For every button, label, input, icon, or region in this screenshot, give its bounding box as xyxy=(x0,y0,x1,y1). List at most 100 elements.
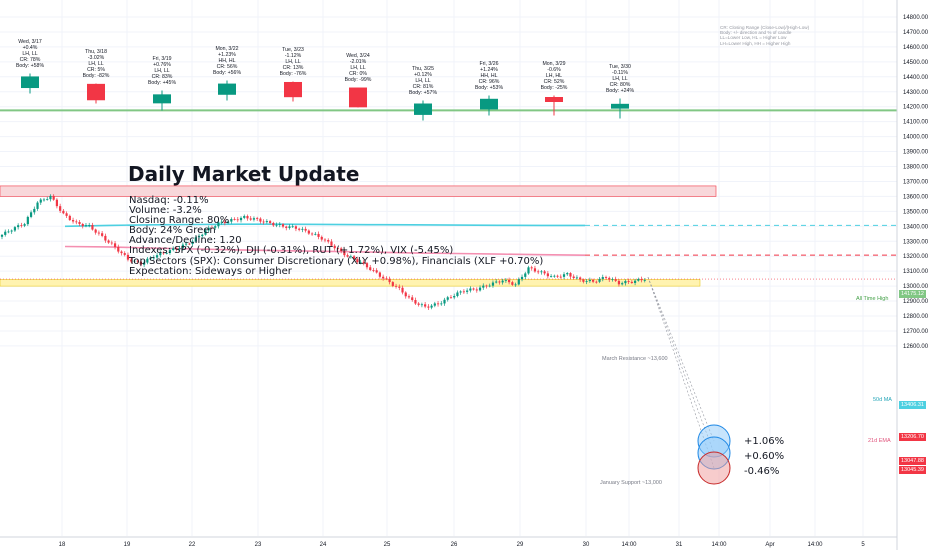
price-candle xyxy=(181,244,184,249)
ma50-label: 50d MA xyxy=(873,397,892,403)
price-candle xyxy=(214,226,217,228)
stat-top-sectors: Top Sectors (SPX): Consumer Discretionar… xyxy=(129,255,544,267)
price-candle xyxy=(559,276,562,278)
price-candle xyxy=(278,224,281,226)
day-card-body xyxy=(611,103,629,109)
day-card-line: Body: -76% xyxy=(279,70,307,77)
price-candle xyxy=(427,306,430,308)
price-candle xyxy=(4,231,7,235)
price-candle xyxy=(168,250,172,253)
close-price-tag: 13045.39 xyxy=(899,466,926,474)
price-candle xyxy=(275,224,278,226)
price-candle xyxy=(317,233,320,237)
day-card: Mon, 3/29 -0.6% LH, HL CR: 52% Body: -25% xyxy=(522,61,586,92)
y-tick-label: 13600.00 xyxy=(903,194,929,200)
y-tick-label: 14200.00 xyxy=(903,105,929,111)
price-candle xyxy=(256,218,259,219)
price-series xyxy=(0,194,646,310)
legend-line: LH=Lower High, HH = Higher High xyxy=(720,40,791,46)
price-candle xyxy=(314,233,317,235)
y-tick-label: 14700.00 xyxy=(903,30,929,36)
day-card-body xyxy=(153,94,171,104)
price-candle xyxy=(517,279,520,285)
time-axis: 18 19 22 23 24 25 26 29 30 14:00 31 14:00 Apr 14:00 5 xyxy=(0,536,897,548)
price-candle xyxy=(498,281,501,283)
price-candle xyxy=(126,254,130,260)
price-candle xyxy=(97,232,100,234)
price-candle xyxy=(191,241,194,245)
price-candle xyxy=(88,225,91,226)
price-candle xyxy=(482,285,485,288)
price-candle xyxy=(520,276,524,280)
price-candle xyxy=(572,276,575,278)
day-card-line: HH, HL xyxy=(218,57,236,64)
price-candle xyxy=(272,222,275,226)
price-candle xyxy=(249,218,252,220)
price-candle xyxy=(243,216,246,218)
price-candle xyxy=(133,260,136,262)
price-candle xyxy=(533,268,537,272)
x-tick-label: 23 xyxy=(255,542,262,548)
price-candle xyxy=(401,287,404,293)
day-card-line: LH, HL xyxy=(545,72,563,79)
price-candle xyxy=(394,285,398,287)
price-candle xyxy=(207,227,210,231)
price-candle xyxy=(553,275,556,277)
price-candle xyxy=(288,226,291,228)
price-candle xyxy=(204,230,207,235)
ath-label: All Time High xyxy=(856,296,889,302)
price-candle xyxy=(585,281,588,282)
day-card: Wed, 3/24 -2.01% LH, LL CR: 0% Body: -99% xyxy=(326,53,390,84)
price-candle xyxy=(514,284,517,286)
price-candle xyxy=(524,273,527,277)
price-candle xyxy=(459,291,462,293)
stat-advance-decline: Advance/Decline: 1.20 xyxy=(129,235,242,247)
price-candle xyxy=(259,218,262,222)
y-tick-label: 14600.00 xyxy=(903,45,929,51)
day-card-line: CR: 80% xyxy=(609,81,631,88)
day-card-line: Body: +56% xyxy=(212,69,242,76)
y-tick-label: 14000.00 xyxy=(903,135,929,141)
price-candle xyxy=(46,199,49,201)
price-candle xyxy=(81,224,84,227)
price-candle xyxy=(569,273,572,277)
stat-nasdaq: Nasdaq: -0.11% xyxy=(129,195,209,206)
ema21-line xyxy=(64,245,586,256)
price-candle xyxy=(113,243,117,247)
level-lines xyxy=(0,109,897,280)
price-candle xyxy=(178,248,181,250)
price-candle xyxy=(472,288,475,290)
price-candle xyxy=(540,271,543,273)
price-candle xyxy=(440,303,443,305)
day-card-line: LH, LL xyxy=(22,50,38,57)
price-candle xyxy=(362,261,365,264)
price-candle xyxy=(149,257,152,259)
price-candle xyxy=(91,225,94,230)
day-card-line: +0.76% xyxy=(153,61,171,68)
price-candle xyxy=(546,273,549,277)
projection-up-small: +0.60% xyxy=(744,451,785,462)
price-candle xyxy=(188,243,191,245)
day-card-line: CR: 5% xyxy=(87,66,105,73)
price-candle xyxy=(637,278,640,281)
day-card-line: LH, LL xyxy=(154,67,170,74)
price-candle xyxy=(398,286,401,288)
price-candle xyxy=(268,221,272,223)
price-candle xyxy=(33,208,36,213)
price-candle xyxy=(62,210,65,214)
day-card: Tue, 3/30 -0.11% LH, LL CR: 80% Body: +24% xyxy=(588,64,652,95)
day-card-line: CR: 78% xyxy=(19,56,41,63)
x-tick-label: 14:00 xyxy=(711,542,727,548)
price-candle xyxy=(508,279,511,283)
price-candle xyxy=(475,289,478,291)
x-tick-label: 31 xyxy=(676,542,683,548)
price-axis: 14800.00 14700.00 14600.00 14500.00 14400.00… xyxy=(896,0,929,550)
price-candle xyxy=(52,195,55,200)
stat-body: Body: 24% Green xyxy=(129,225,216,237)
price-candle xyxy=(233,219,236,220)
price-candle xyxy=(633,280,637,283)
projection-path xyxy=(647,277,715,442)
price-candle xyxy=(417,303,420,305)
price-candle xyxy=(0,234,4,237)
y-tick-label: 13400.00 xyxy=(903,224,929,230)
